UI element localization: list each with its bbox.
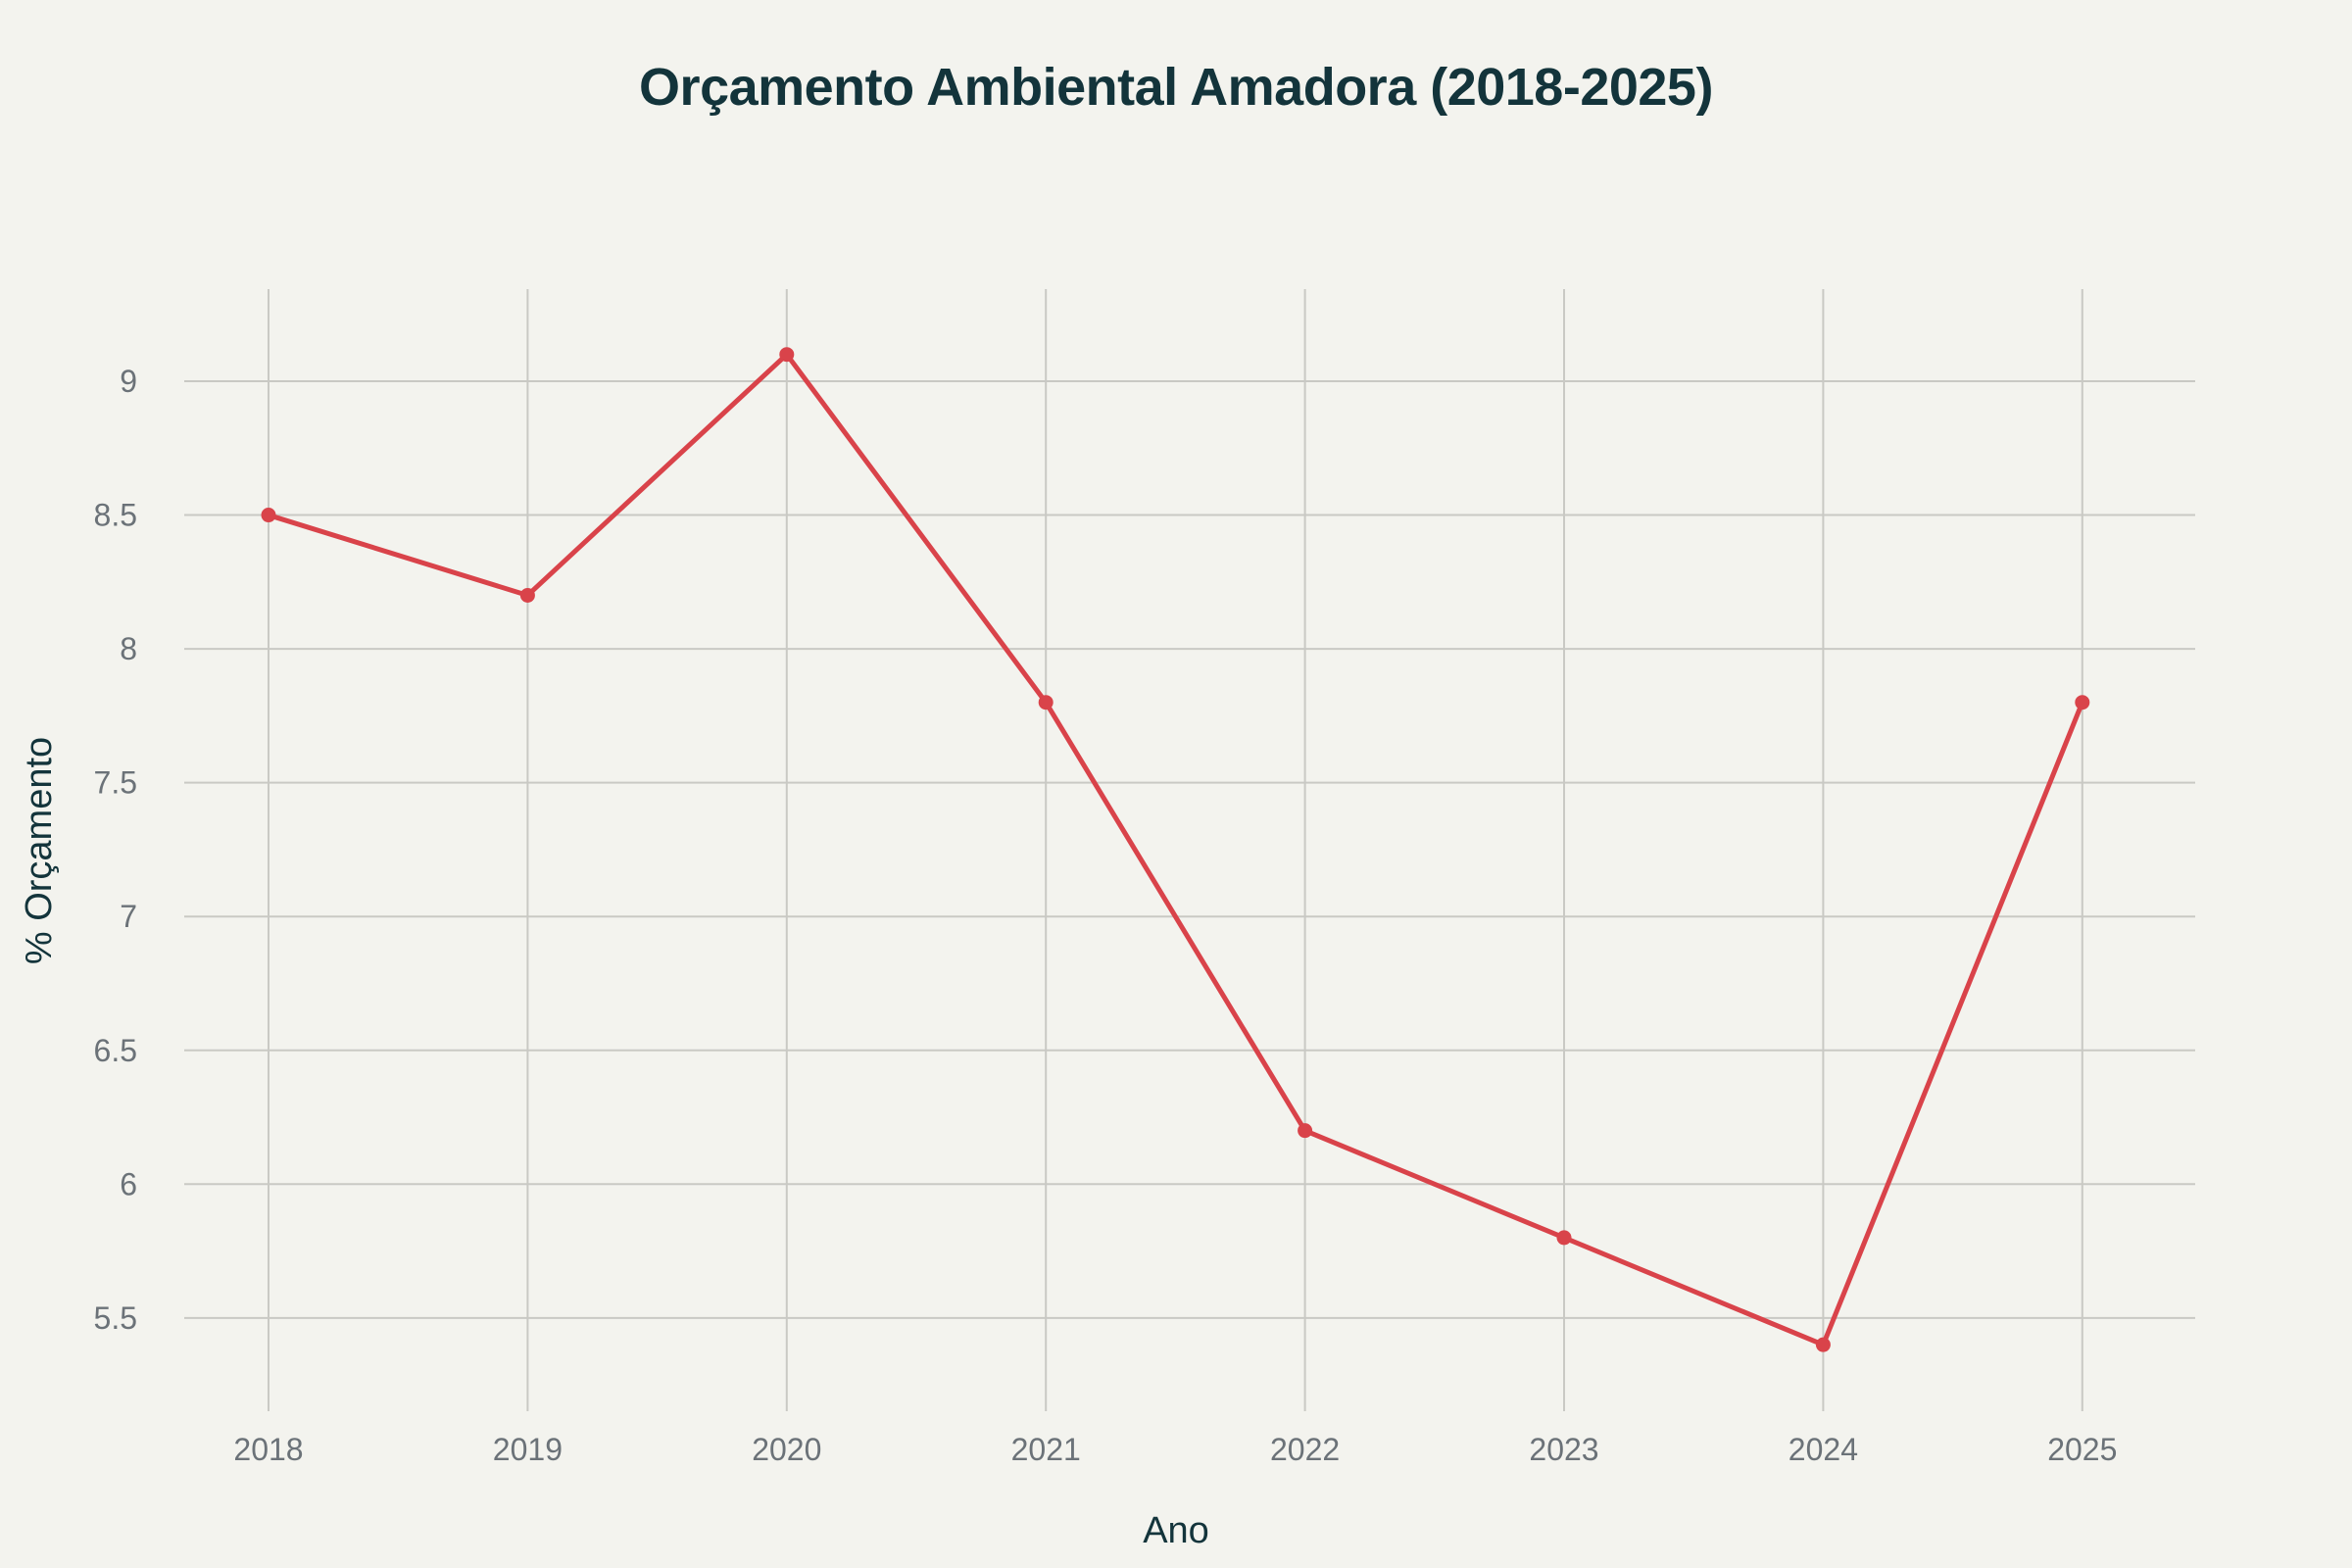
x-tick-label: 2021 xyxy=(1011,1432,1081,1467)
x-tick-label: 2019 xyxy=(493,1432,563,1467)
x-axis-title: Ano xyxy=(1143,1510,1209,1551)
data-point[interactable] xyxy=(261,508,276,523)
x-tick-label: 2018 xyxy=(233,1432,303,1467)
data-point[interactable] xyxy=(1815,1337,1831,1352)
y-axis-ticks: 5.5 6 6.5 7 7.5 8 8.5 9 xyxy=(94,364,137,1336)
data-point[interactable] xyxy=(1038,695,1054,710)
y-tick-label: 7 xyxy=(120,899,137,934)
data-point[interactable] xyxy=(2075,695,2090,710)
data-point[interactable] xyxy=(1556,1230,1572,1246)
y-gridlines xyxy=(184,380,2195,1319)
data-point[interactable] xyxy=(519,587,535,603)
y-tick-label: 7.5 xyxy=(94,765,137,801)
x-tick-label: 2022 xyxy=(1270,1432,1340,1467)
y-tick-label: 5.5 xyxy=(94,1300,137,1336)
x-tick-label: 2024 xyxy=(1788,1432,1858,1467)
y-tick-label: 8 xyxy=(120,631,137,666)
series-line xyxy=(266,352,2085,1348)
x-tick-label: 2025 xyxy=(2047,1432,2117,1467)
y-axis-title: % Orçamento xyxy=(19,737,60,964)
x-axis-ticks: 2018 2019 2020 2021 2022 2023 2024 2025 xyxy=(233,1432,2117,1467)
y-tick-label: 9 xyxy=(120,364,137,399)
data-point-markers xyxy=(261,347,2090,1352)
y-tick-label: 6 xyxy=(120,1166,137,1201)
x-tick-label: 2020 xyxy=(752,1432,821,1467)
y-tick-label: 8.5 xyxy=(94,498,137,533)
x-gridlines xyxy=(268,289,2083,1411)
x-tick-label: 2023 xyxy=(1529,1432,1598,1467)
data-point[interactable] xyxy=(1298,1123,1313,1139)
chart-title: Orçamento Ambiental Amadora (2018-2025) xyxy=(639,58,1713,117)
data-point[interactable] xyxy=(779,347,795,363)
y-tick-label: 6.5 xyxy=(94,1033,137,1068)
